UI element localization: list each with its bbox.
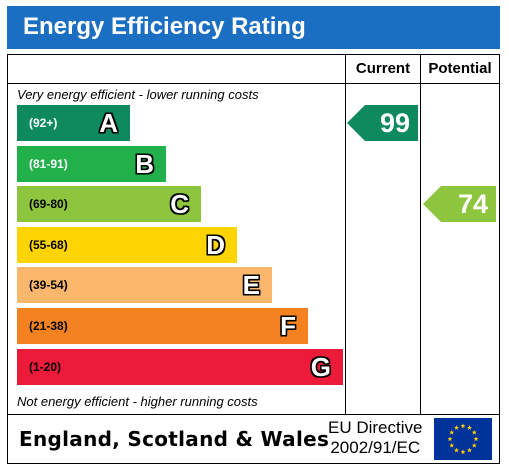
eu-directive-line2: 2002/91/EC (330, 438, 421, 457)
potential-rating-arrow-shape (423, 186, 496, 222)
bottom-note: Not energy efficient - higher running co… (17, 394, 258, 409)
band-range-label: (92+) (29, 116, 58, 130)
band-b: (81-91) B (17, 146, 166, 182)
current-rating-arrow-value: 99 (379, 108, 410, 138)
rating-chart: Current Potential Very energy efficient … (7, 54, 500, 415)
eu-star-icon (471, 429, 477, 435)
current-column-header: Current (355, 60, 411, 77)
current-column-divider (345, 55, 346, 414)
header-divider (8, 83, 499, 84)
band-range-label: (1-20) (29, 360, 62, 374)
band-letter-label: B (135, 149, 154, 179)
band-f: (21-38) F (17, 308, 308, 344)
eu-directive: EU Directive 2002/91/EC (328, 418, 422, 458)
band-g: (1-20) G (17, 349, 343, 385)
band-letter-label: E (242, 270, 260, 300)
potential-rating-arrow-value: 74 (457, 189, 488, 219)
current-rating-arrow-shape (347, 105, 418, 141)
band-c: (69-80) C (17, 186, 201, 222)
band-letter-label: A (99, 108, 118, 138)
eu-star-icon (454, 447, 459, 453)
eu-directive-line1: EU Directive (328, 418, 423, 437)
eu-star-icon (460, 423, 466, 429)
potential-rating-arrow: 74 (423, 186, 496, 222)
eu-star-icon (473, 436, 479, 442)
footer: England, Scotland & Wales EU Directive 2… (7, 414, 500, 464)
potential-column-divider (420, 55, 421, 414)
eu-flag-icon (434, 418, 492, 460)
band-d: (55-68) D (17, 227, 237, 263)
eu-star-icon (471, 442, 477, 448)
eu-star-icon (460, 449, 466, 455)
top-note: Very energy efficient - lower running co… (17, 87, 259, 102)
band-letter-label: G (310, 352, 331, 382)
potential-column-header: Potential (428, 60, 492, 77)
page-title: Energy Efficiency Rating (23, 13, 306, 40)
band-letter-label: D (206, 230, 225, 260)
band-letter-label: F (280, 311, 296, 341)
eu-star-icon (449, 442, 455, 448)
band-range-label: (69-80) (29, 197, 68, 211)
eu-star-icon (467, 425, 472, 430)
band-range-label: (21-38) (29, 319, 68, 333)
band-letter-label: C (170, 189, 189, 219)
eu-star-icon (454, 425, 459, 430)
eu-star-icon (449, 429, 455, 435)
band-e: (39-54) E (17, 267, 272, 303)
footer-country: England, Scotland & Wales (19, 427, 330, 451)
band-range-label: (39-54) (29, 278, 68, 292)
band-a: (92+) A (17, 105, 130, 141)
band-range-label: (55-68) (29, 238, 68, 252)
title-bar: Energy Efficiency Rating (7, 6, 500, 49)
eu-star-icon (467, 447, 472, 453)
band-range-label: (81-91) (29, 157, 68, 171)
current-rating-arrow: 99 (347, 105, 418, 141)
eu-star-icon (447, 436, 453, 442)
